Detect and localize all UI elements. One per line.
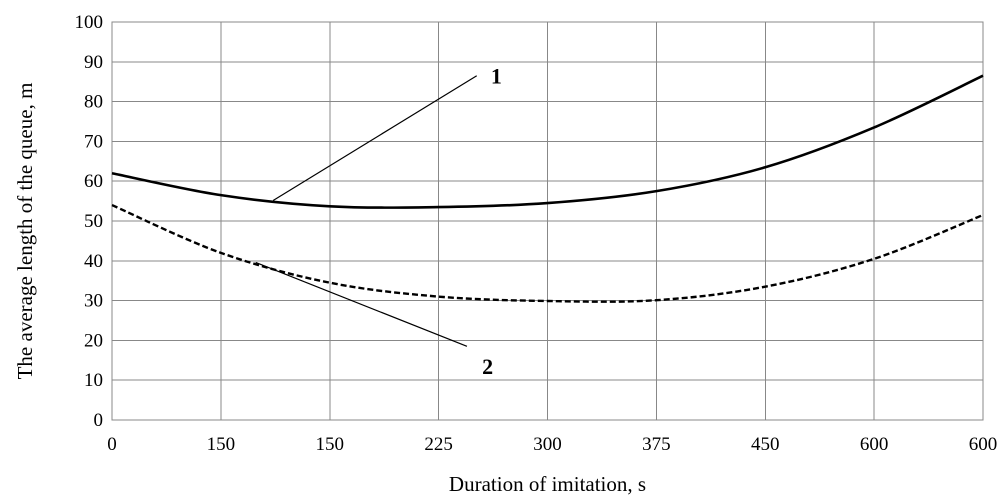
x-tick-label: 375: [642, 434, 671, 455]
series-callouts: 12: [255, 64, 502, 379]
x-tick-label: 450: [751, 434, 780, 455]
x-axis-title: Duration of imitation, s: [449, 472, 646, 496]
x-axis-tick-labels: 0 150 150 225 300 375 450 600 600: [107, 434, 997, 455]
y-axis-tick-labels: 0 10 20 30 40 50 60 70 80 90 100: [75, 12, 104, 431]
plot-area-border: [111, 21, 984, 421]
x-tick-label: 225: [424, 434, 453, 455]
x-tick-label: 150: [316, 434, 345, 455]
y-tick-label: 50: [84, 211, 103, 232]
series-2-label: 2: [482, 354, 493, 379]
y-tick-label: 70: [84, 131, 103, 152]
grid: [111, 21, 984, 421]
series-2-line: [111, 203, 984, 303]
y-tick-label: 100: [75, 12, 104, 33]
y-tick-label: 80: [84, 92, 103, 113]
x-tick-label: 0: [107, 434, 117, 455]
y-axis-title: The average length of the queue, m: [13, 83, 37, 380]
series-2-leader-line: [255, 261, 468, 347]
series-1-leader-line: [272, 75, 478, 201]
y-tick-label: 10: [84, 370, 103, 391]
x-tick-label: 600: [860, 434, 889, 455]
y-tick-label: 0: [94, 410, 104, 431]
y-tick-label: 30: [84, 291, 103, 312]
x-tick-label: 300: [533, 434, 562, 455]
y-tick-label: 90: [84, 52, 103, 73]
x-tick-label: 600: [969, 434, 998, 455]
series-1-label: 1: [491, 64, 502, 89]
series-1-line: [111, 74, 984, 209]
x-tick-label: 150: [207, 434, 236, 455]
y-tick-label: 20: [84, 330, 103, 351]
series-lines: [111, 74, 984, 303]
y-tick-label: 60: [84, 171, 103, 192]
y-tick-label: 40: [84, 251, 103, 272]
